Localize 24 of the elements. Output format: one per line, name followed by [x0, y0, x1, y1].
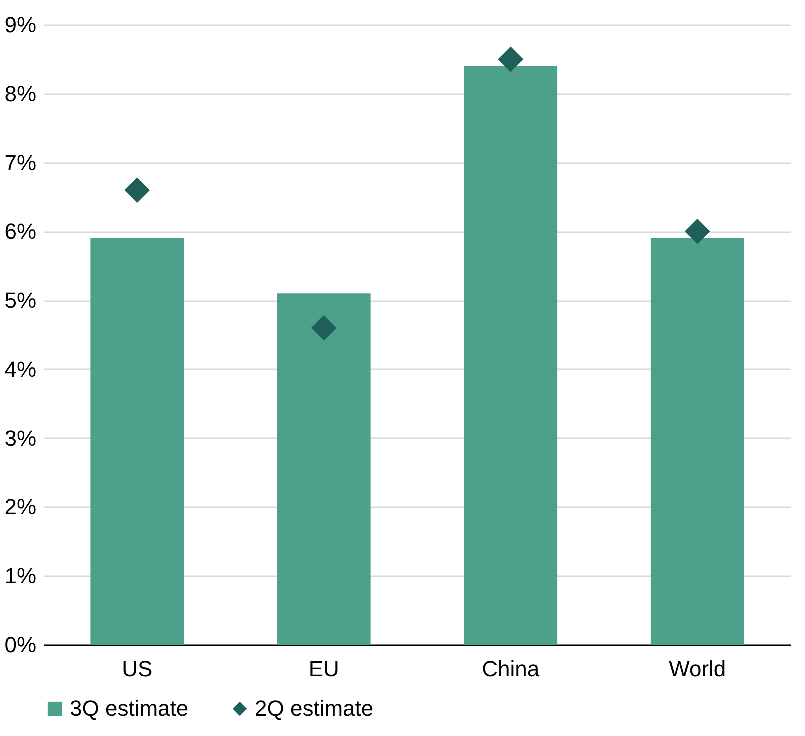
- point: [684, 218, 710, 244]
- bar: [464, 66, 558, 645]
- y-tick-label: 2%: [4, 494, 36, 520]
- y-tick-label: 8%: [4, 81, 36, 106]
- y-tick-label: 1%: [4, 564, 36, 589]
- y-tick-label: 4%: [4, 356, 36, 382]
- y-tick-label: 9%: [4, 12, 36, 38]
- point: [311, 315, 337, 341]
- bar: [90, 238, 184, 645]
- y-tick-label: 5%: [4, 288, 36, 314]
- y-tick-label: 3%: [4, 426, 36, 451]
- y-tick-label: 0%: [4, 632, 36, 658]
- legend-label: 2Q estimate: [255, 696, 374, 721]
- x-tick-label: China: [482, 656, 540, 682]
- legend-label: 3Q estimate: [70, 696, 189, 721]
- y-tick-label: 6%: [4, 219, 36, 244]
- bar: [277, 294, 371, 645]
- point: [498, 46, 524, 72]
- x-tick-label: World: [669, 656, 726, 682]
- x-tick-label: US: [122, 656, 153, 682]
- x-tick-label: EU: [308, 656, 340, 682]
- bar: [650, 238, 744, 645]
- y-tick-label: 7%: [4, 150, 36, 176]
- point: [124, 178, 150, 204]
